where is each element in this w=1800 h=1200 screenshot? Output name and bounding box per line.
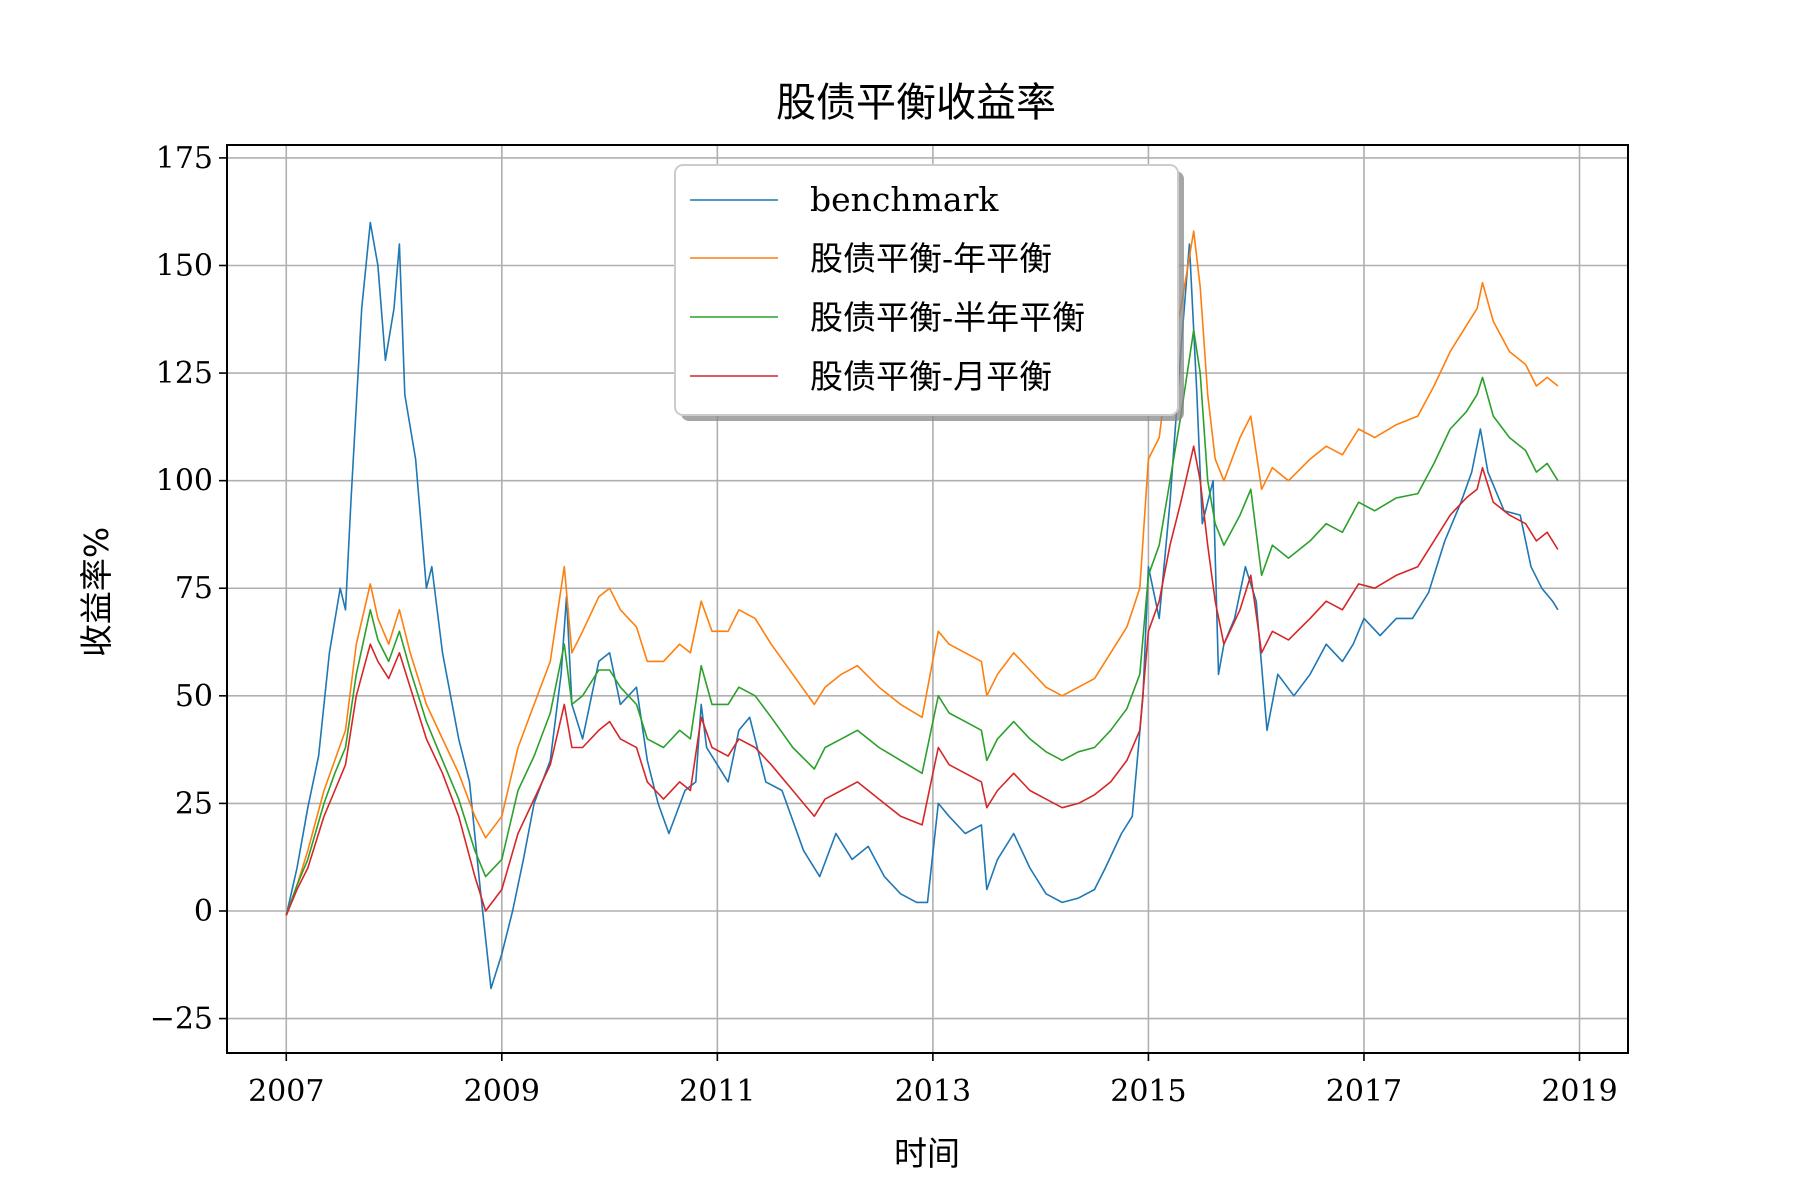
x-tick-label: 2011 <box>679 1074 755 1109</box>
x-tick-label: 2009 <box>464 1074 540 1109</box>
y-tick-label: 125 <box>156 356 213 391</box>
y-tick-label: 150 <box>156 248 213 283</box>
legend: benchmark 股债平衡-年平衡 股债平衡-半年平衡 股债平衡-月平衡 <box>675 165 1184 421</box>
legend-label: 股债平衡-半年平衡 <box>810 298 1085 337</box>
y-tick-label: 175 <box>156 141 213 176</box>
legend-label: benchmark <box>810 180 999 219</box>
y-tick-label: 75 <box>175 571 213 606</box>
y-tick-label: 0 <box>194 894 213 929</box>
x-axis-title: 时间 <box>894 1134 960 1173</box>
legend-label: 股债平衡-月平衡 <box>810 357 1052 396</box>
x-tick-label: 2013 <box>895 1074 971 1109</box>
y-axis-title: 收益率% <box>77 527 116 657</box>
x-tick-label: 2019 <box>1541 1074 1617 1109</box>
chart-title: 股债平衡收益率 <box>776 80 1056 126</box>
y-tick-label: −25 <box>150 1002 213 1037</box>
y-tick-label: 25 <box>175 786 213 821</box>
legend-label: 股债平衡-年平衡 <box>810 239 1052 278</box>
x-tick-label: 2015 <box>1110 1074 1186 1109</box>
x-tick-label: 2007 <box>248 1074 324 1109</box>
x-tick-label: 2017 <box>1326 1074 1402 1109</box>
y-tick-label: 50 <box>175 679 213 714</box>
y-tick-label: 100 <box>156 464 213 499</box>
